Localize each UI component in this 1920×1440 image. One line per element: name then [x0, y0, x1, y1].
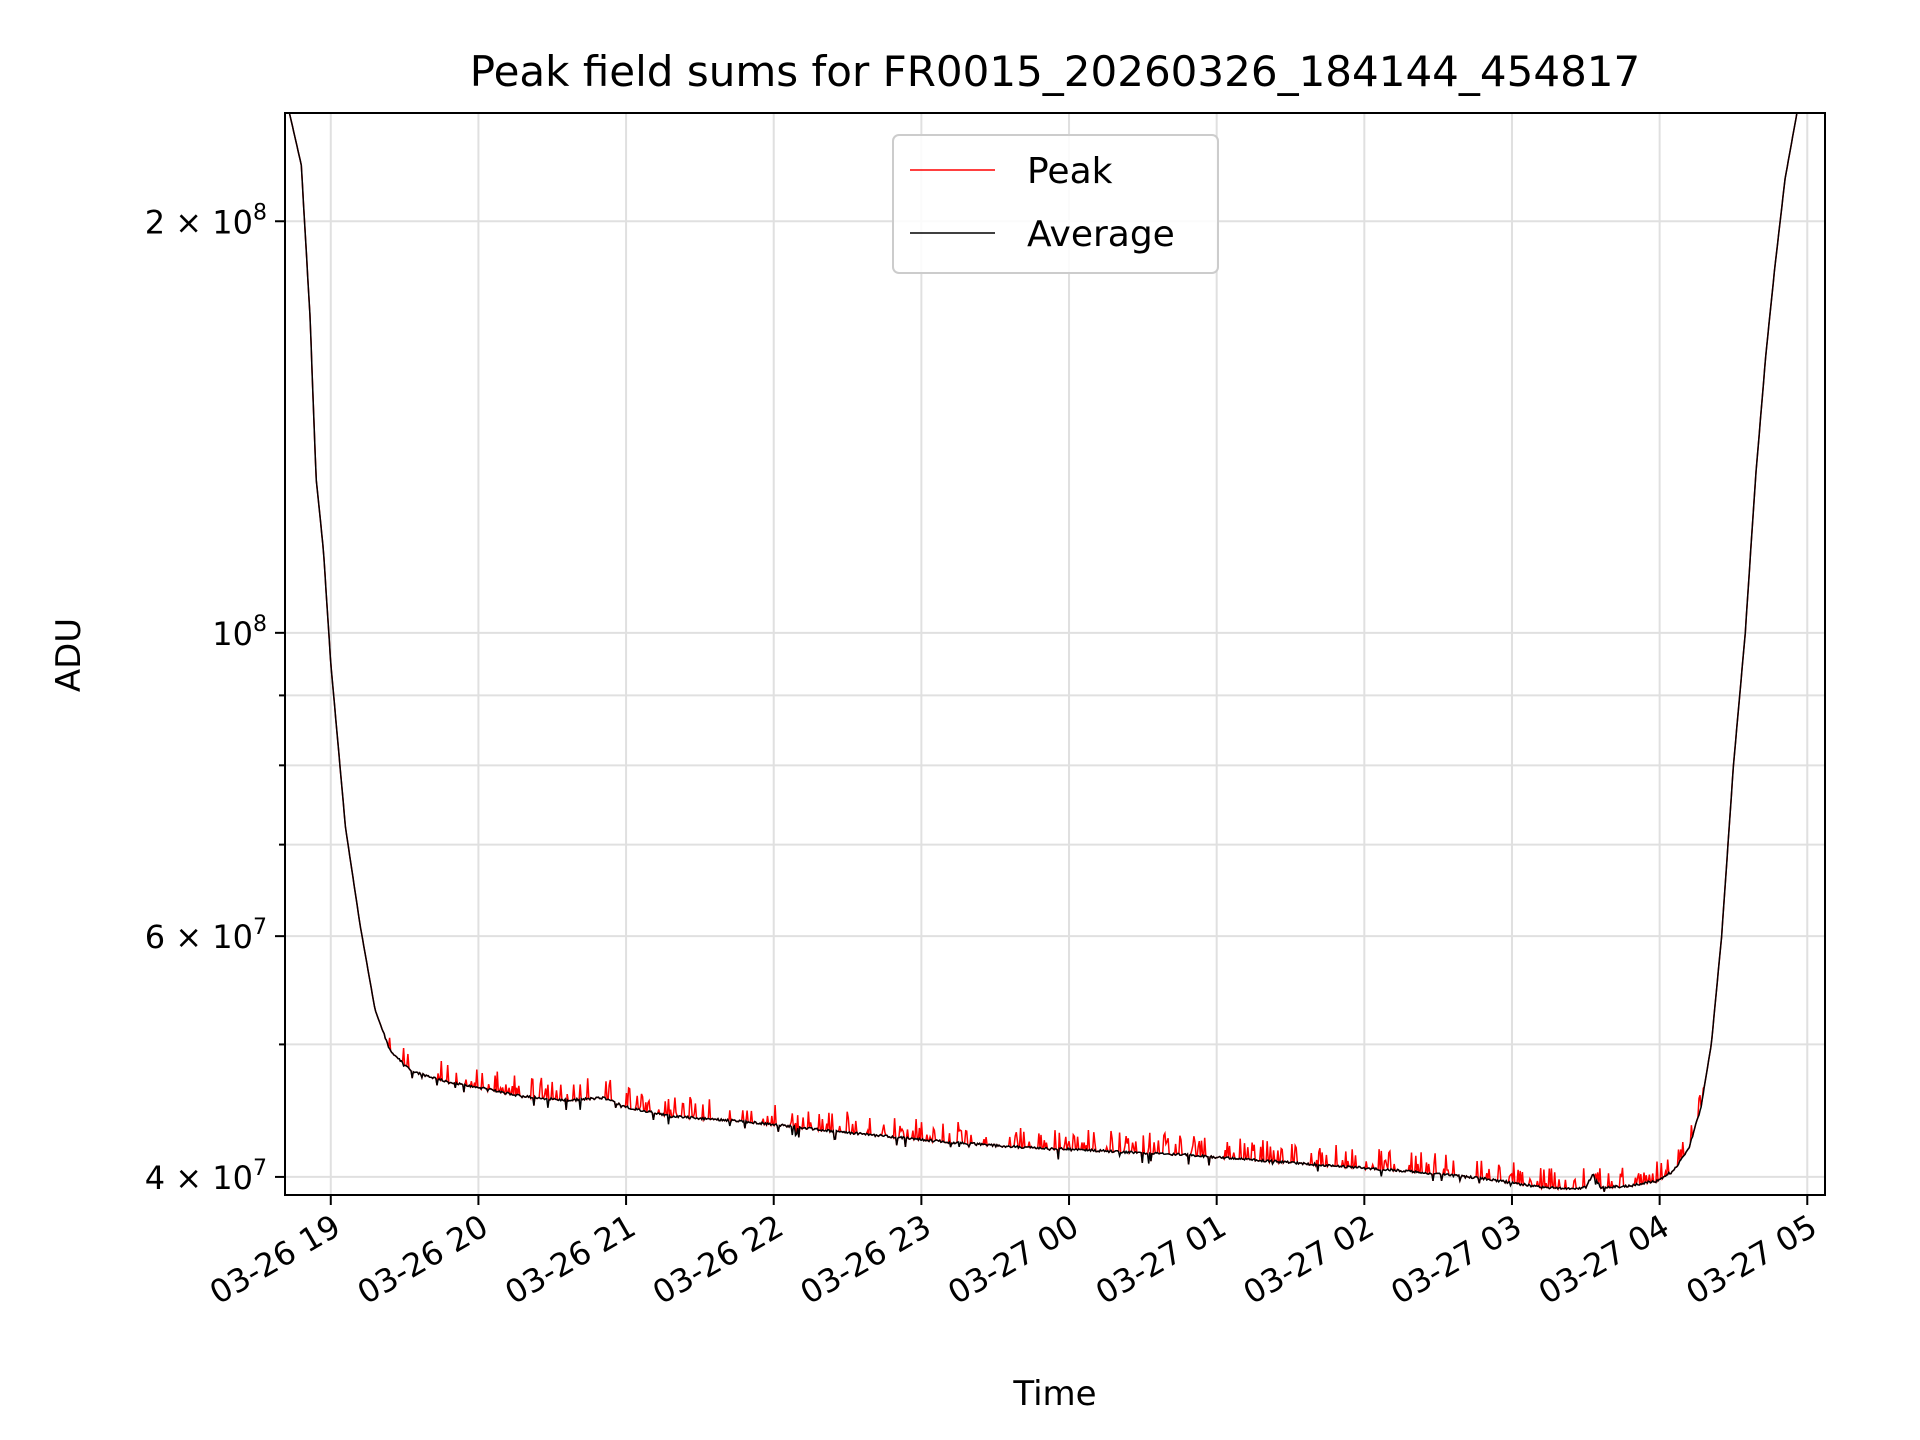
average-series	[288, 112, 1798, 1192]
y-axis-label: ADU	[49, 618, 89, 692]
legend-peak-label: Peak	[1027, 151, 1113, 192]
y-tick-label: 4 × 107	[145, 1156, 267, 1197]
x-axis-label: Time	[1012, 1374, 1096, 1414]
legend-average-label: Average	[1027, 214, 1175, 255]
y-axis: 4 × 107 6 × 107 108 2 × 108	[145, 200, 285, 1197]
chart-title: Peak field sums for FR0015_20260326_1841…	[470, 47, 1640, 96]
legend: Peak Average	[892, 134, 1219, 274]
average-line	[288, 112, 1798, 1192]
plot-frame	[284, 112, 1826, 1196]
y-tick-label: 2 × 108	[145, 200, 267, 241]
y-tick-label: 108	[212, 612, 267, 653]
y-tick-label: 6 × 107	[145, 915, 267, 956]
